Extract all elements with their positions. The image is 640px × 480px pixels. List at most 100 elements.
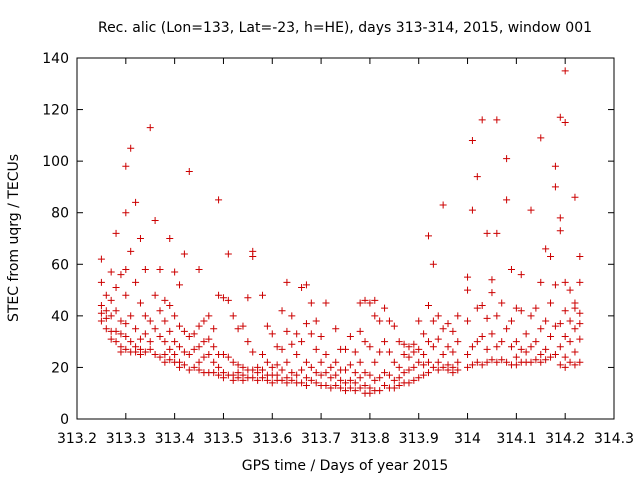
data-point — [342, 366, 349, 374]
data-point — [576, 358, 584, 366]
data-point — [561, 67, 569, 75]
data-point — [532, 304, 540, 312]
data-point — [488, 276, 496, 284]
data-point — [381, 369, 389, 377]
data-point — [468, 206, 476, 214]
data-point — [122, 332, 130, 340]
data-point — [161, 358, 169, 366]
data-point — [117, 271, 125, 279]
data-point — [117, 348, 125, 356]
data-point — [566, 286, 574, 294]
data-point — [444, 343, 452, 351]
data-point — [185, 332, 193, 340]
data-point — [151, 291, 159, 299]
data-point — [166, 302, 174, 310]
data-point — [136, 235, 144, 242]
data-point — [332, 325, 340, 333]
data-point — [293, 351, 301, 359]
data-point — [219, 374, 227, 382]
data-point — [566, 358, 574, 366]
data-point — [195, 265, 203, 273]
data-point — [493, 343, 501, 351]
data-point — [420, 371, 428, 379]
data-point — [532, 356, 540, 364]
data-point — [283, 278, 291, 286]
data-point — [132, 278, 140, 286]
data-point — [429, 363, 437, 371]
y-axis: 0 20 40 60 80 100 120 140 — [42, 51, 614, 428]
data-point — [122, 209, 130, 217]
data-point — [410, 348, 418, 356]
data-point — [444, 366, 452, 374]
data-point — [302, 381, 310, 389]
data-point — [293, 330, 301, 338]
data-point — [249, 374, 257, 382]
data-point — [288, 340, 296, 348]
data-point — [278, 376, 286, 384]
data-point — [146, 338, 154, 346]
data-point — [263, 358, 271, 366]
data-point — [473, 173, 481, 181]
data-point — [478, 302, 486, 310]
data-point — [205, 351, 213, 359]
data-point — [542, 356, 550, 364]
data-point — [327, 384, 335, 392]
data-point — [185, 366, 193, 374]
data-point — [512, 304, 520, 312]
data-point — [298, 338, 306, 346]
data-point — [161, 338, 169, 346]
data-point — [390, 358, 398, 366]
y-axis-label: STEC from uqrg / TECUs — [6, 154, 22, 322]
data-point — [390, 384, 398, 392]
data-point — [298, 283, 306, 291]
data-point — [512, 338, 520, 346]
x-tick-label: 314.2 — [545, 431, 585, 447]
data-point — [249, 366, 257, 374]
data-point — [141, 312, 149, 320]
data-point — [205, 335, 213, 343]
data-point — [146, 345, 154, 353]
data-point — [127, 144, 135, 152]
data-point — [307, 299, 315, 307]
data-point — [566, 338, 574, 346]
data-point — [571, 304, 579, 312]
data-point — [176, 363, 184, 371]
data-point — [97, 309, 105, 317]
data-point — [156, 332, 164, 340]
data-point — [273, 343, 281, 351]
data-point — [151, 351, 159, 359]
x-tick-label: 313.8 — [350, 431, 390, 447]
data-point — [146, 317, 154, 325]
data-point — [322, 351, 330, 359]
data-point — [210, 325, 218, 333]
data-point — [542, 317, 550, 325]
data-point — [424, 358, 432, 366]
data-point — [200, 317, 208, 325]
data-point — [249, 348, 257, 356]
data-point — [156, 353, 164, 361]
data-point — [259, 366, 267, 374]
data-point — [171, 338, 179, 346]
data-point — [400, 369, 408, 377]
data-point — [112, 283, 120, 291]
data-point — [439, 201, 447, 209]
data-point — [439, 325, 447, 333]
data-point — [483, 314, 491, 322]
data-point — [112, 327, 120, 335]
data-point — [395, 338, 403, 346]
data-point — [351, 369, 359, 377]
data-point — [307, 376, 315, 384]
data-point — [576, 278, 584, 286]
data-point — [200, 338, 208, 346]
data-point — [556, 343, 564, 351]
data-point — [351, 348, 359, 356]
data-point — [444, 320, 452, 328]
data-point — [312, 379, 320, 387]
x-tick-label: 314.3 — [594, 431, 634, 447]
data-point — [537, 134, 545, 142]
data-point — [176, 322, 184, 330]
data-point — [102, 291, 110, 299]
data-point — [127, 247, 135, 255]
data-point — [97, 255, 105, 263]
data-point — [498, 299, 506, 307]
